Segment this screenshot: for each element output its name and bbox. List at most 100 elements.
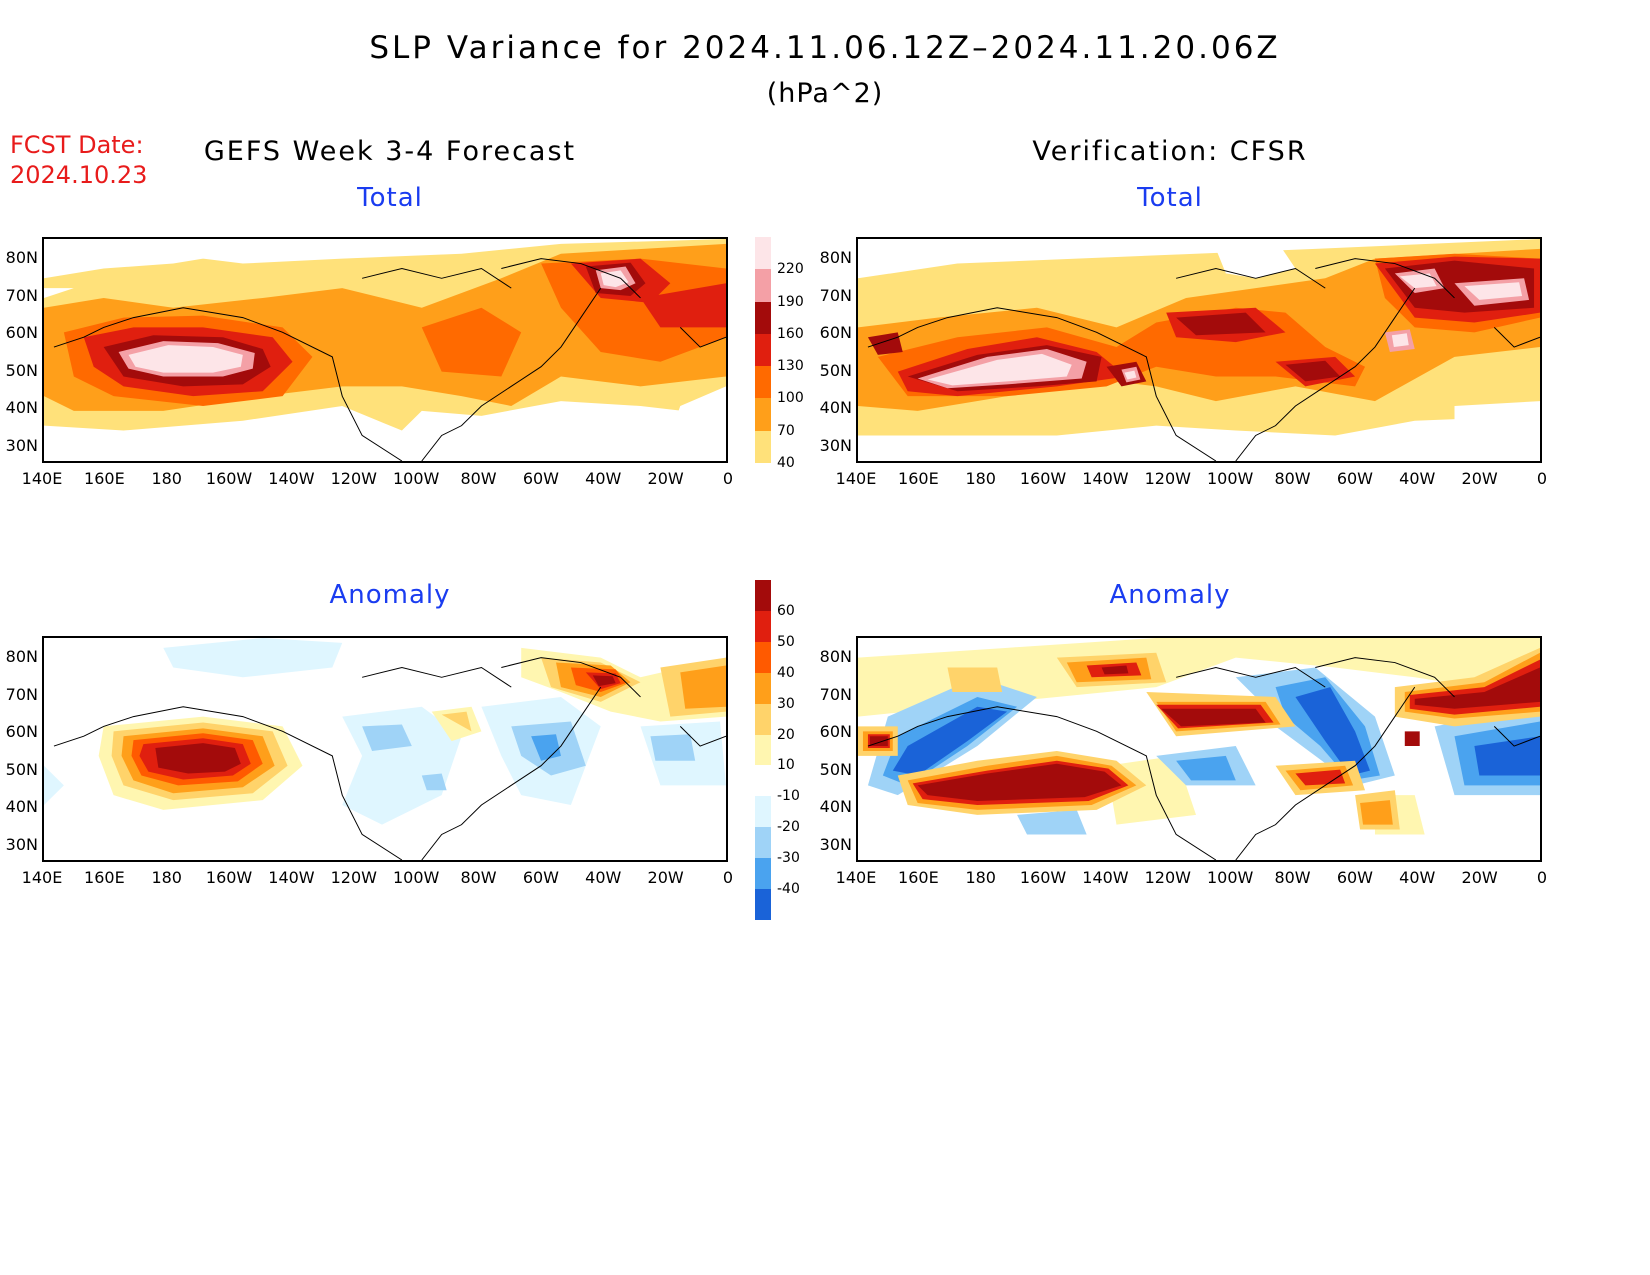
lon-label: 180 xyxy=(137,469,197,488)
verification-total-map xyxy=(856,237,1542,463)
page-title: SLP Variance for 2024.11.06.12Z–2024.11.… xyxy=(0,30,1650,66)
colorbar-segment xyxy=(755,704,771,735)
colorbar-label: 100 xyxy=(777,390,804,406)
lat-label: 70N xyxy=(808,286,852,305)
colorbar-segment xyxy=(755,611,771,642)
lat-label: 80N xyxy=(808,647,852,666)
colorbar-label: 160 xyxy=(777,326,804,342)
colorbar-label: 60 xyxy=(777,603,795,619)
colorbar-total: 220 190 160 130 100 70 40 xyxy=(755,237,771,463)
lon-label: 20W xyxy=(636,469,696,488)
verification-anomaly-map xyxy=(856,636,1542,862)
lat-label: 70N xyxy=(0,286,38,305)
lat-label: 40N xyxy=(808,398,852,417)
colorbar-segment xyxy=(755,302,771,335)
lon-label: 120W xyxy=(1138,469,1198,488)
right-anomaly-title: Anomaly xyxy=(1070,580,1270,610)
lon-label: 60W xyxy=(1325,469,1385,488)
lat-label: 40N xyxy=(0,398,38,417)
forecast-anomaly-map xyxy=(42,636,728,862)
units-label: (hPa^2) xyxy=(0,78,1650,109)
colorbar-label: -40 xyxy=(777,881,800,897)
colorbar-label: -20 xyxy=(777,819,800,835)
lon-label: 20W xyxy=(1450,469,1510,488)
lon-label: 20W xyxy=(1450,868,1510,887)
lat-label: 30N xyxy=(0,436,38,455)
lat-label: 60N xyxy=(0,323,38,342)
lat-label: 60N xyxy=(808,323,852,342)
lon-label: 140E xyxy=(826,469,886,488)
lon-label: 60W xyxy=(1325,868,1385,887)
lon-label: 160E xyxy=(74,469,134,488)
colorbar-segment xyxy=(755,334,771,367)
lon-label: 120W xyxy=(1138,868,1198,887)
lon-label: 140W xyxy=(261,868,321,887)
lon-label: 80W xyxy=(449,868,509,887)
lon-label: 100W xyxy=(1200,469,1260,488)
colorbar-segment xyxy=(755,735,771,766)
colorbar-segment xyxy=(755,237,771,270)
lon-label: 120W xyxy=(324,469,384,488)
lon-label: 40W xyxy=(573,868,633,887)
lon-label: 160E xyxy=(888,469,948,488)
lon-label: 140W xyxy=(1075,868,1135,887)
lon-label: 0 xyxy=(698,868,758,887)
lon-label: 160E xyxy=(888,868,948,887)
forecast-total-map xyxy=(42,237,728,463)
lon-label: 160W xyxy=(1013,469,1073,488)
colorbar-segment xyxy=(755,398,771,431)
left-anomaly-title: Anomaly xyxy=(290,580,490,610)
lon-label: 80W xyxy=(1263,469,1323,488)
left-total-title: Total xyxy=(290,183,490,213)
lon-label: 40W xyxy=(1387,868,1447,887)
lon-label: 0 xyxy=(698,469,758,488)
lat-label: 40N xyxy=(808,797,852,816)
lat-label: 70N xyxy=(808,685,852,704)
colorbar-segment xyxy=(755,765,771,796)
lat-label: 80N xyxy=(808,248,852,267)
colorbar-segment xyxy=(755,673,771,704)
colorbar-segment xyxy=(755,889,771,920)
lon-label: 60W xyxy=(511,868,571,887)
lat-label: 50N xyxy=(0,361,38,380)
colorbar-label: 190 xyxy=(777,294,804,310)
colorbar-label: 50 xyxy=(777,634,795,650)
colorbar-label: 220 xyxy=(777,261,804,277)
lon-label: 180 xyxy=(951,868,1011,887)
lon-label: 100W xyxy=(386,868,446,887)
colorbar-segment xyxy=(755,796,771,827)
fcst-label: FCST Date: xyxy=(10,130,147,160)
lon-label: 160W xyxy=(199,868,259,887)
lat-label: 50N xyxy=(0,760,38,779)
lon-label: 20W xyxy=(636,868,696,887)
lon-label: 80W xyxy=(449,469,509,488)
lat-label: 30N xyxy=(0,835,38,854)
lon-label: 140E xyxy=(12,868,72,887)
lat-label: 50N xyxy=(808,760,852,779)
lat-label: 30N xyxy=(808,835,852,854)
colorbar-segment xyxy=(755,431,771,464)
colorbar-anomaly: 60 50 40 30 20 10 -10 -20 -30 -40 xyxy=(755,580,771,920)
lon-label: 0 xyxy=(1512,868,1572,887)
lon-label: 140W xyxy=(1075,469,1135,488)
lat-label: 60N xyxy=(0,722,38,741)
colorbar-label: 30 xyxy=(777,696,795,712)
lat-label: 80N xyxy=(0,647,38,666)
lon-label: 140E xyxy=(12,469,72,488)
lat-label: 80N xyxy=(0,248,38,267)
colorbar-segment xyxy=(755,858,771,889)
lon-label: 160W xyxy=(199,469,259,488)
colorbar-label: -30 xyxy=(777,850,800,866)
lon-label: 140W xyxy=(261,469,321,488)
colorbar-segment xyxy=(755,827,771,858)
colorbar-label: 10 xyxy=(777,757,795,773)
lon-label: 160E xyxy=(74,868,134,887)
lon-label: 160W xyxy=(1013,868,1073,887)
fcst-date: 2024.10.23 xyxy=(10,160,147,190)
lon-label: 120W xyxy=(324,868,384,887)
lon-label: 0 xyxy=(1512,469,1572,488)
lat-label: 70N xyxy=(0,685,38,704)
lat-label: 50N xyxy=(808,361,852,380)
colorbar-label: 70 xyxy=(777,423,795,439)
colorbar-label: 40 xyxy=(777,665,795,681)
